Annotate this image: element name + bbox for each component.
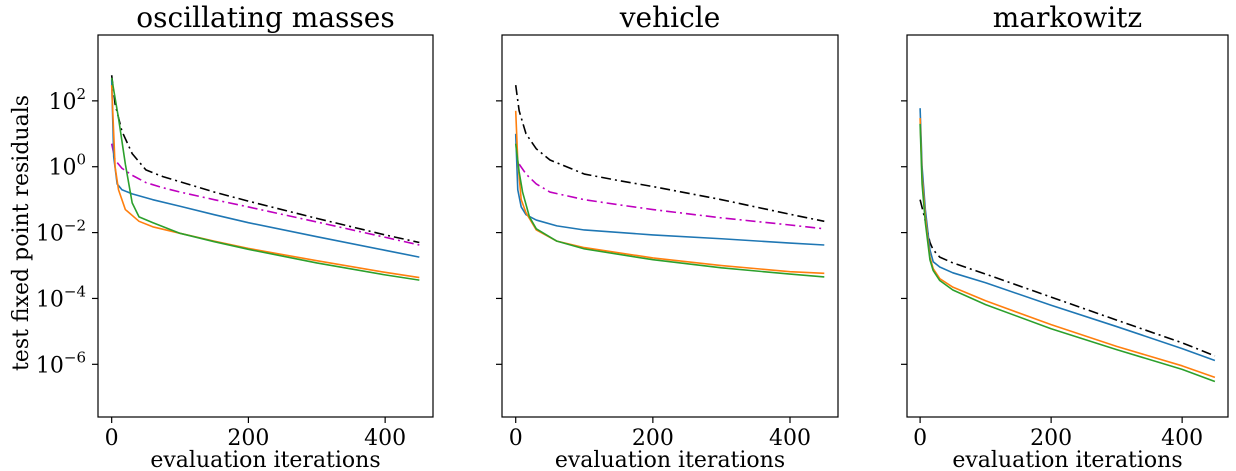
x-tick-label: 0 xyxy=(913,426,927,451)
panel-markowitz: markowitz evaluation iterations 0 200 400 xyxy=(901,1,1229,471)
series-line-1 xyxy=(110,143,420,246)
series-line-0 xyxy=(514,85,825,223)
series-line-0 xyxy=(919,199,1216,357)
series-group xyxy=(514,85,825,278)
x-axis-label: evaluation iterations xyxy=(150,448,380,471)
series-line-3 xyxy=(110,85,420,279)
panel-vehicle: vehicle evaluation iterations 0 200 400 xyxy=(496,1,839,471)
series-group xyxy=(110,75,420,281)
series-line-3 xyxy=(919,123,1216,383)
y-axis-label: test fixed point residuals xyxy=(9,95,34,371)
x-tick-label: 400 xyxy=(769,426,811,451)
x-tick-label: 0 xyxy=(509,426,523,451)
series-line-2 xyxy=(514,133,825,246)
plot-frame xyxy=(501,34,839,418)
chart-title: oscillating masses xyxy=(136,1,394,34)
x-axis-label: evaluation iterations xyxy=(555,448,785,471)
panel-oscillating-masses: oscillating masses evaluation iterations 0… xyxy=(36,1,434,471)
series-line-3 xyxy=(514,110,825,275)
x-tick-label: 200 xyxy=(632,426,674,451)
x-tick-label: 400 xyxy=(364,426,406,451)
series-line-0 xyxy=(110,75,420,244)
series-line-1 xyxy=(518,163,825,230)
y-tick-label: 10−6 xyxy=(36,348,86,378)
series-group xyxy=(919,108,1216,383)
y-tick-label: 102 xyxy=(48,85,86,115)
x-tick-label: 200 xyxy=(1030,426,1072,451)
y-tick-label: 100 xyxy=(48,151,86,181)
series-line-2 xyxy=(110,79,420,258)
plot-frame xyxy=(97,34,434,418)
plot-frame xyxy=(906,34,1229,418)
x-tick-label: 400 xyxy=(1161,426,1203,451)
chart-title: markowitz xyxy=(993,1,1142,34)
series-line-1 xyxy=(919,108,1216,362)
x-axis-label: evaluation iterations xyxy=(952,448,1182,471)
y-tick-label: 10−2 xyxy=(36,217,86,247)
chart-title: vehicle xyxy=(619,1,721,34)
y-tick-label: 10−4 xyxy=(36,282,86,312)
x-tick-label: 200 xyxy=(227,426,269,451)
x-tick-label: 0 xyxy=(105,426,119,451)
series-line-4 xyxy=(514,143,825,278)
series-line-4 xyxy=(110,77,420,281)
